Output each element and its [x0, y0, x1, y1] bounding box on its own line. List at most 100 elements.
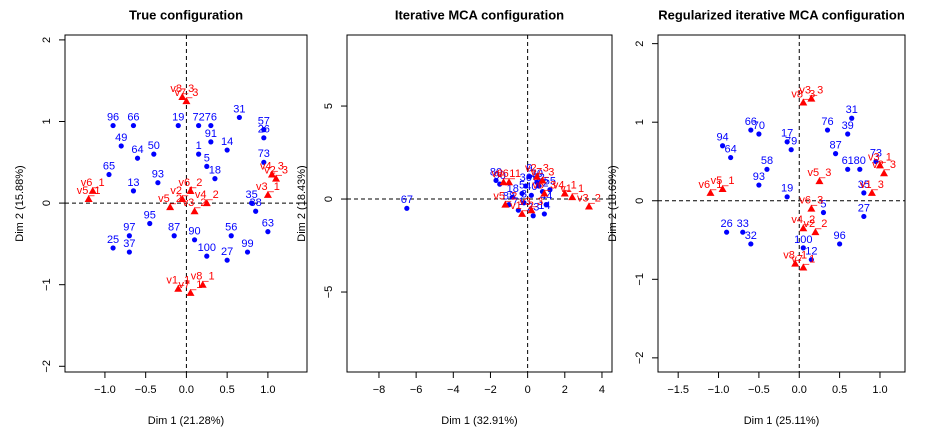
category-point: [263, 190, 272, 198]
point-label: v8_3: [791, 88, 815, 100]
category-point: [186, 288, 195, 296]
point-label: 87: [168, 222, 180, 234]
category-point: [875, 161, 884, 169]
point-label: v6_1: [497, 168, 521, 180]
point-label: 14: [221, 136, 233, 148]
individual-point: [196, 151, 202, 157]
chart-title: Iterative MCA configuration: [395, 7, 564, 22]
point-label: 40: [525, 181, 537, 193]
point-label: v4_1: [553, 179, 577, 191]
point-label: 96: [833, 230, 845, 242]
point-label: 72: [193, 111, 205, 123]
point-label: 64: [131, 144, 143, 156]
individual-point: [824, 127, 831, 133]
point-label: v3_2: [577, 192, 601, 204]
point-label: 76: [205, 111, 217, 123]
point-label: 49: [115, 132, 127, 144]
individual-point: [510, 194, 516, 200]
individual-point: [526, 174, 533, 180]
category-point: [799, 224, 808, 232]
individual-point: [521, 200, 527, 206]
point-label: 5: [204, 152, 210, 164]
individual-point: [764, 166, 770, 172]
point-label: 100: [794, 234, 812, 246]
point-label: v6_1: [81, 177, 105, 189]
category-point: [718, 184, 727, 192]
point-label: 50: [148, 140, 160, 152]
individual-point: [196, 122, 202, 129]
category-point: [178, 195, 187, 203]
point-label: 35: [245, 189, 257, 201]
category-point: [527, 206, 536, 214]
category-point: [202, 199, 211, 207]
point-label: 76: [821, 116, 833, 128]
point-label: v5_2: [493, 191, 517, 203]
x-tick-label: −2: [484, 384, 497, 396]
category-point: [174, 284, 183, 292]
x-tick-label: −0.5: [135, 384, 157, 396]
x-tick-label: 4: [599, 384, 605, 396]
point-label: 100: [198, 242, 216, 254]
point-label: 66: [745, 116, 757, 128]
x-tick-label: 1.0: [872, 384, 887, 396]
y-axis-label: Dim 2 (15.88%): [14, 165, 26, 241]
category-point: [272, 174, 281, 182]
point-label: 90: [188, 226, 200, 238]
point-label: 31: [233, 103, 245, 115]
individual-point: [261, 135, 267, 141]
point-label: 79: [785, 136, 797, 148]
point-label: 71: [512, 196, 524, 208]
individual-point: [236, 114, 242, 121]
x-tick-label: −0.5: [748, 384, 770, 396]
individual-point: [224, 257, 230, 263]
individual-point: [784, 139, 790, 145]
point-label: 37: [123, 238, 135, 250]
category-point: [532, 172, 541, 180]
point-label: 12: [805, 246, 817, 258]
individual-point: [126, 249, 132, 255]
individual-point: [228, 233, 234, 239]
category-point: [867, 188, 876, 196]
individual-point: [528, 192, 534, 198]
category-point: [166, 203, 175, 211]
point-label: v6_2: [179, 177, 203, 189]
x-tick-label: 2: [562, 384, 568, 396]
individual-point: [523, 183, 529, 189]
chart-title: True configuration: [129, 7, 243, 22]
individual-point: [845, 131, 851, 137]
y-tick-label: −2: [41, 360, 53, 373]
individual-point: [130, 188, 137, 194]
point-label: 80: [490, 166, 502, 178]
point-label: v1_3: [860, 179, 884, 191]
point-label: v2_3: [525, 163, 549, 175]
category-point: [791, 259, 800, 267]
point-label: v6_3: [532, 179, 556, 191]
point-label: 80: [854, 155, 866, 167]
individual-point: [253, 208, 259, 214]
point-label: 66: [127, 111, 139, 123]
point-label: 97: [123, 222, 135, 234]
point-label: 93: [152, 169, 164, 181]
point-label: 5: [820, 198, 826, 210]
point-label: 25: [107, 234, 119, 246]
point-label: 63: [262, 218, 274, 230]
point-label: v8_1: [783, 250, 807, 262]
point-label: v5_1: [711, 175, 735, 187]
x-tick-label: −8: [373, 384, 386, 396]
category-point: [584, 202, 593, 210]
y-tick-label: 1: [634, 119, 646, 125]
x-tick-label: 0.5: [832, 384, 847, 396]
point-label: v4_3: [260, 160, 284, 172]
individual-point: [861, 213, 867, 220]
x-axis-label: Dim 1 (21.28%): [148, 415, 224, 427]
individual-point: [788, 147, 794, 153]
point-label: v3_1: [256, 181, 280, 193]
individual-point: [748, 127, 754, 133]
individual-point: [118, 143, 124, 149]
point-label: 73: [870, 147, 882, 159]
point-label: v3_2: [183, 197, 207, 209]
point-label: v2_3: [264, 165, 288, 177]
individual-point: [536, 183, 542, 189]
individual-point: [208, 139, 214, 145]
point-label: 14: [538, 200, 550, 212]
